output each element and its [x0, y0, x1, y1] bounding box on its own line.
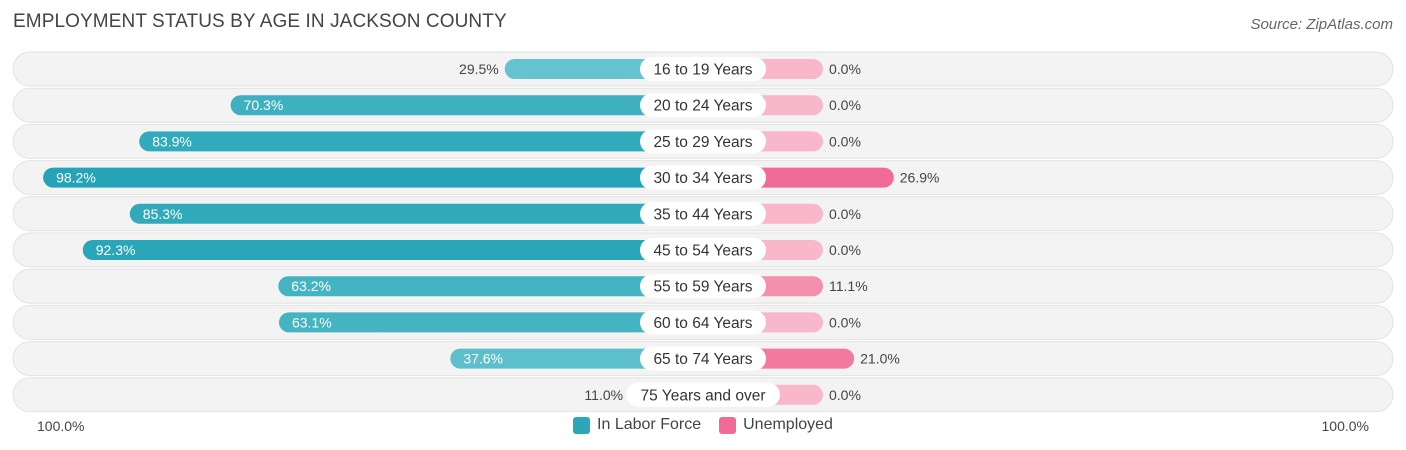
value-label-labor-force-45-to-54-years: 92.3%	[96, 242, 136, 258]
category-label-75-years-and-over: 75 Years and over	[641, 387, 766, 404]
source-credit: Source: ZipAtlas.com	[1250, 16, 1393, 33]
category-label-45-to-54-years: 45 to 54 Years	[653, 243, 752, 260]
bar-labor-force-30-to-34-years	[43, 167, 713, 188]
value-label-unemployed-75-years-and-over: 0.0%	[829, 387, 861, 403]
value-label-labor-force-20-to-24-years: 70.3%	[244, 97, 284, 113]
bar-labor-force-35-to-44-years	[129, 203, 713, 224]
value-label-unemployed-45-to-54-years: 0.0%	[829, 242, 861, 258]
value-label-labor-force-25-to-29-years: 83.9%	[152, 133, 192, 149]
bar-labor-force-45-to-54-years	[82, 240, 713, 260]
value-label-unemployed-35-to-44-years: 0.0%	[829, 206, 861, 222]
category-label-55-to-59-years: 55 to 59 Years	[653, 279, 752, 296]
category-pill-20-to-24-years	[640, 93, 766, 118]
category-label-20-to-24-years: 20 to 24 Years	[653, 98, 752, 115]
category-pill-35-to-44-years	[640, 201, 766, 226]
value-label-unemployed-16-to-19-years: 0.0%	[829, 61, 861, 77]
value-label-unemployed-60-to-64-years: 0.0%	[829, 314, 861, 330]
category-pill-65-to-74-years	[640, 346, 766, 371]
legend-swatch-labor-force	[573, 416, 591, 434]
value-label-unemployed-25-to-29-years: 0.0%	[829, 133, 861, 149]
axis-left-label: 100.0%	[37, 418, 85, 434]
category-label-60-to-64-years: 60 to 64 Years	[653, 315, 752, 332]
legend: In Labor Force Unemployed	[0, 416, 1406, 434]
legend-item-labor-force: In Labor Force	[573, 416, 701, 434]
value-label-unemployed-20-to-24-years: 0.0%	[829, 97, 861, 113]
legend-label-labor-force: In Labor Force	[597, 416, 702, 433]
category-label-35-to-44-years: 35 to 44 Years	[653, 206, 752, 223]
value-label-labor-force-75-years-and-over: 11.0%	[584, 387, 623, 403]
legend-item-unemployed: Unemployed	[719, 416, 833, 434]
axis-right-label: 100.0%	[1321, 418, 1369, 434]
category-pill-25-to-29-years	[640, 129, 766, 154]
category-pill-16-to-19-years	[640, 57, 766, 81]
bar-labor-force-55-to-59-years	[278, 276, 713, 297]
bar-labor-force-25-to-29-years	[139, 131, 713, 152]
category-pill-60-to-64-years	[640, 310, 766, 335]
value-label-labor-force-55-to-59-years: 63.2%	[291, 278, 331, 294]
chart-title: EMPLOYMENT STATUS BY AGE IN JACKSON COUN…	[13, 11, 507, 32]
chart-plot: 16 to 19 Years 29.5% 0.0% 20 to 24 Years 70.…	[12, 51, 1394, 412]
category-label-30-to-34-years: 30 to 34 Years	[653, 170, 752, 187]
value-label-unemployed-55-to-59-years: 11.1%	[829, 278, 868, 294]
category-label-65-to-74-years: 65 to 74 Years	[653, 351, 752, 368]
bar-labor-force-20-to-24-years	[230, 95, 714, 116]
category-label-25-to-29-years: 25 to 29 Years	[653, 134, 752, 151]
category-pill-45-to-54-years	[640, 238, 766, 262]
value-label-labor-force-30-to-34-years: 98.2%	[56, 170, 96, 186]
value-label-labor-force-35-to-44-years: 85.3%	[143, 206, 183, 222]
category-pill-30-to-34-years	[640, 165, 766, 190]
category-pill-55-to-59-years	[640, 274, 766, 299]
value-label-unemployed-65-to-74-years: 21.0%	[860, 351, 900, 367]
category-pill-75-years-and-over	[626, 382, 780, 407]
value-label-unemployed-30-to-34-years: 26.9%	[900, 170, 940, 186]
category-label-16-to-19-years: 16 to 19 Years	[653, 62, 752, 79]
bar-labor-force-60-to-64-years	[278, 312, 713, 333]
value-label-labor-force-16-to-19-years: 29.5%	[459, 61, 499, 77]
legend-label-unemployed: Unemployed	[743, 416, 833, 433]
value-label-labor-force-60-to-64-years: 63.1%	[292, 314, 332, 330]
value-label-labor-force-65-to-74-years: 37.6%	[463, 351, 503, 367]
legend-swatch-unemployed	[719, 416, 737, 434]
